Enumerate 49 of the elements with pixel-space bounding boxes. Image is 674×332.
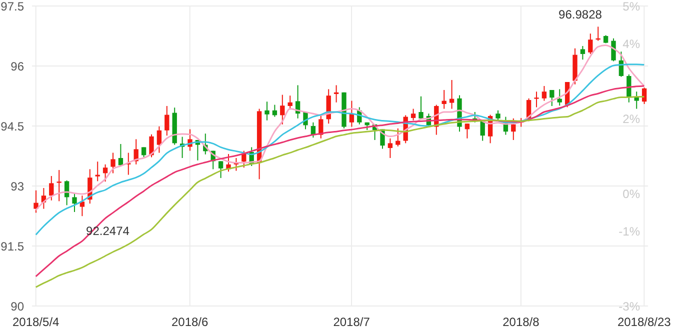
candlestick <box>264 101 270 121</box>
candlestick <box>410 108 416 121</box>
candlestick <box>164 106 170 136</box>
candlestick <box>534 91 539 108</box>
candlestick <box>418 96 424 120</box>
y-tick-label: 94.5 <box>0 119 24 134</box>
candlestick <box>634 91 639 110</box>
candlestick <box>642 87 647 104</box>
candlestick <box>396 128 400 147</box>
candlestick <box>72 194 77 212</box>
y-tick-label: 90 <box>10 299 24 314</box>
candlestick <box>110 152 116 174</box>
candlestick <box>388 138 393 158</box>
candlestick <box>49 176 54 201</box>
annotation: 96.9828 <box>558 8 602 22</box>
candlestick <box>34 190 38 214</box>
candlestick <box>557 88 562 106</box>
candlestick <box>80 195 85 217</box>
y-tick-label: 97.5 <box>0 0 24 14</box>
y-tick-label: 96 <box>10 59 24 74</box>
candlestick <box>242 150 246 168</box>
candlestick <box>442 90 446 110</box>
candlestick <box>588 33 593 54</box>
x-tick-label: 2018/8/23 <box>617 315 672 329</box>
candlestick <box>288 95 292 110</box>
candlestick <box>156 126 162 154</box>
candlestick <box>272 104 278 118</box>
x-tick-label: 2018/5/4 <box>12 315 60 329</box>
candlestick <box>149 134 154 158</box>
candlestick <box>218 160 224 178</box>
candlestick <box>449 80 454 110</box>
candlestick <box>542 86 547 102</box>
candlestick <box>580 46 586 60</box>
candlestick <box>280 94 285 125</box>
candlestick <box>334 84 339 103</box>
candlestick <box>496 110 500 121</box>
x-tick-label: 2018/7 <box>333 315 370 329</box>
candlestick <box>102 164 108 182</box>
candlestick <box>95 161 100 182</box>
candlestick <box>118 144 124 166</box>
candlestick <box>550 90 554 106</box>
y-tick-label: 93 <box>10 179 24 194</box>
x-tick-label: 2018/8 <box>502 315 540 329</box>
candlestick <box>56 170 62 202</box>
candlestick <box>464 123 470 139</box>
candlestick <box>141 146 146 158</box>
y-tick-label: 91.5 <box>0 239 24 254</box>
x-tick-label: 2018/6 <box>172 315 209 329</box>
candlestick <box>611 38 616 62</box>
